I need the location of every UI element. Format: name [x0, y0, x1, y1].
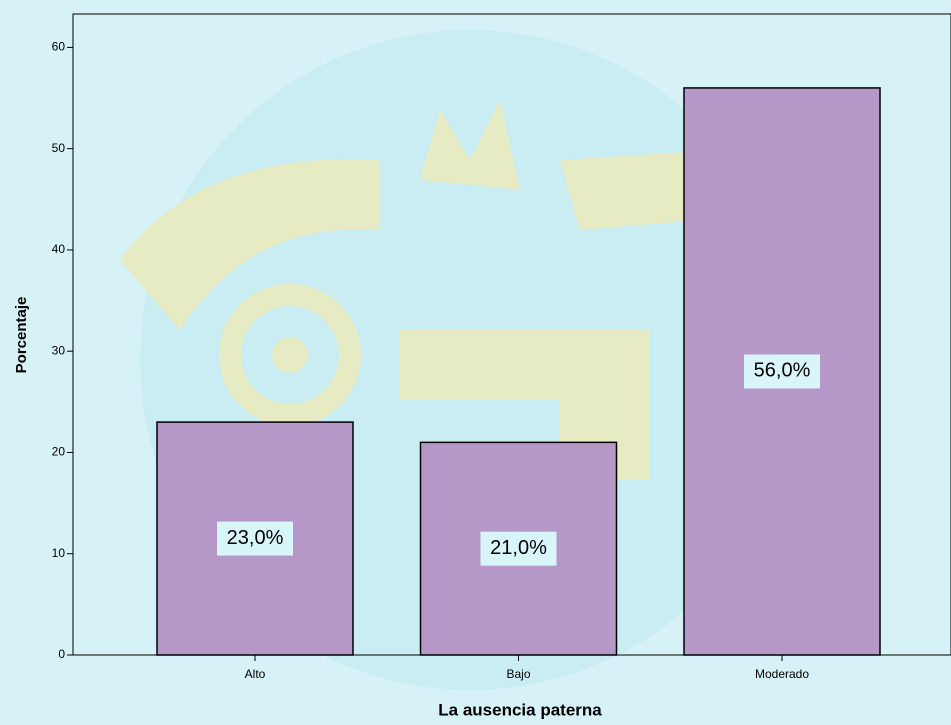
value-label: 56,0%: [754, 360, 811, 382]
y-axis-title: Porcentaje: [13, 297, 30, 374]
x-tick-label: Alto: [245, 667, 266, 681]
y-tick-label: 50: [52, 141, 66, 155]
y-tick-label: 0: [58, 647, 65, 661]
value-label: 21,0%: [490, 537, 547, 559]
y-tick-label: 60: [52, 40, 66, 54]
y-tick-label: 20: [52, 445, 66, 459]
page: {"chart_data": {"type": "bar", "x_label"…: [0, 0, 951, 725]
y-tick-label: 30: [52, 343, 66, 357]
y-tick-label: 40: [52, 242, 66, 256]
x-tick-label: Bajo: [506, 667, 530, 681]
y-tick-label: 10: [52, 546, 66, 560]
value-label: 23,0%: [227, 527, 284, 549]
chart: Porcentaje La ausencia paterna 0 10 20 30 40…: [0, 0, 951, 725]
x-tick-label: Moderado: [755, 667, 809, 681]
x-axis-title: La ausencia paterna: [438, 700, 602, 719]
